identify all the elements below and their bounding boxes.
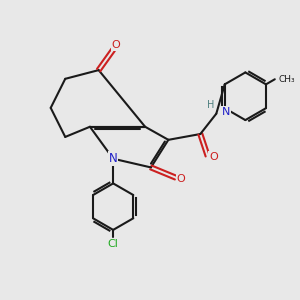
Text: N: N — [109, 152, 118, 165]
Text: O: O — [209, 152, 218, 162]
Text: O: O — [176, 174, 185, 184]
Text: CH₃: CH₃ — [278, 75, 295, 84]
Text: Cl: Cl — [108, 238, 118, 248]
Text: N: N — [221, 107, 230, 117]
Text: O: O — [112, 40, 121, 50]
Text: H: H — [208, 100, 215, 110]
